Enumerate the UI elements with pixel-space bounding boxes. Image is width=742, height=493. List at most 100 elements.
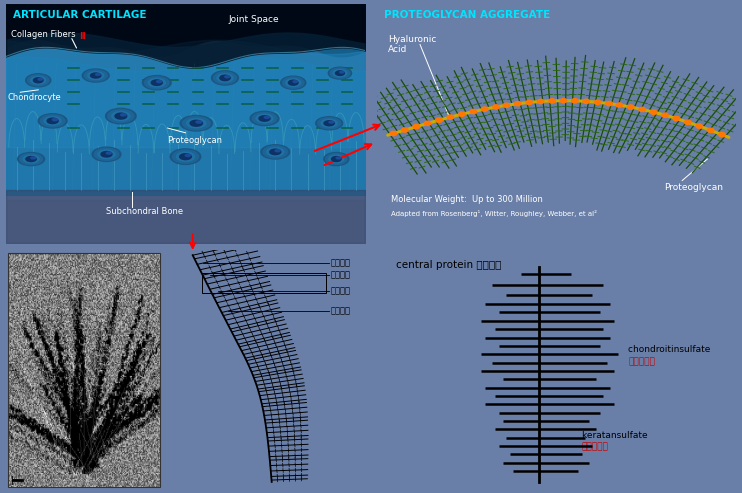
Text: II: II — [79, 32, 86, 40]
Ellipse shape — [47, 118, 58, 124]
Ellipse shape — [318, 118, 341, 129]
Text: 透明质酸: 透明质酸 — [331, 258, 351, 267]
Ellipse shape — [280, 76, 306, 89]
Ellipse shape — [270, 149, 280, 155]
Ellipse shape — [98, 150, 115, 159]
Text: Subchondral Bone: Subchondral Bone — [107, 207, 183, 216]
Ellipse shape — [340, 71, 344, 73]
Ellipse shape — [289, 80, 298, 85]
Text: 蛋白聚糖: 蛋白聚糖 — [331, 286, 351, 295]
Circle shape — [560, 99, 567, 103]
Circle shape — [571, 99, 578, 103]
Circle shape — [685, 120, 691, 124]
Circle shape — [616, 103, 623, 107]
Ellipse shape — [105, 108, 136, 124]
Circle shape — [707, 128, 714, 133]
Ellipse shape — [53, 119, 58, 121]
Ellipse shape — [256, 114, 273, 123]
Ellipse shape — [286, 79, 301, 87]
Ellipse shape — [250, 111, 279, 126]
Circle shape — [390, 131, 397, 136]
Text: central protein 中央蛋白: central protein 中央蛋白 — [396, 260, 502, 270]
Ellipse shape — [40, 115, 65, 127]
Ellipse shape — [329, 121, 334, 123]
Circle shape — [424, 121, 431, 125]
Ellipse shape — [26, 74, 50, 87]
Ellipse shape — [33, 78, 43, 83]
Ellipse shape — [112, 111, 130, 121]
Ellipse shape — [96, 73, 100, 75]
Circle shape — [605, 102, 612, 106]
Ellipse shape — [157, 80, 162, 83]
Text: |: | — [11, 476, 14, 485]
Ellipse shape — [183, 117, 210, 130]
Circle shape — [673, 116, 680, 121]
Ellipse shape — [101, 151, 112, 157]
Ellipse shape — [94, 148, 119, 160]
Ellipse shape — [180, 154, 191, 160]
Ellipse shape — [324, 152, 349, 166]
Ellipse shape — [26, 157, 36, 162]
Text: 连接蛋白: 连接蛋白 — [331, 271, 351, 280]
Ellipse shape — [252, 112, 277, 125]
Ellipse shape — [225, 76, 229, 78]
Circle shape — [503, 103, 510, 107]
Ellipse shape — [23, 155, 39, 163]
Circle shape — [537, 99, 544, 104]
Ellipse shape — [214, 72, 237, 84]
Ellipse shape — [315, 117, 343, 130]
Ellipse shape — [328, 67, 352, 79]
Ellipse shape — [145, 76, 169, 89]
Ellipse shape — [31, 157, 36, 159]
Ellipse shape — [335, 71, 344, 75]
Circle shape — [470, 109, 476, 114]
Circle shape — [401, 128, 408, 132]
Text: 硬酸角质素: 硬酸角质素 — [582, 443, 608, 452]
Circle shape — [482, 107, 488, 111]
Text: 硬酸软骨素: 硬酸软骨素 — [628, 357, 655, 366]
Ellipse shape — [332, 157, 341, 162]
Ellipse shape — [18, 152, 45, 166]
Ellipse shape — [92, 147, 121, 161]
Ellipse shape — [108, 109, 134, 123]
Circle shape — [459, 112, 465, 116]
Text: Chondrocyte: Chondrocyte — [7, 93, 62, 102]
Ellipse shape — [170, 149, 201, 164]
Ellipse shape — [259, 116, 270, 121]
Text: ARTICULAR CARTILAGE: ARTICULAR CARTILAGE — [13, 10, 147, 20]
Ellipse shape — [106, 152, 111, 154]
Ellipse shape — [329, 155, 344, 163]
Circle shape — [526, 100, 533, 105]
Ellipse shape — [120, 114, 126, 116]
Circle shape — [628, 105, 634, 109]
Circle shape — [447, 115, 453, 119]
Ellipse shape — [19, 153, 42, 165]
Text: chondroitinsulfate: chondroitinsulfate — [628, 345, 714, 354]
Circle shape — [413, 124, 419, 129]
Ellipse shape — [283, 77, 304, 88]
Ellipse shape — [275, 150, 280, 152]
Text: Collagen Fibers: Collagen Fibers — [11, 31, 76, 39]
Ellipse shape — [293, 81, 298, 83]
Ellipse shape — [263, 146, 287, 158]
Ellipse shape — [38, 78, 42, 80]
Ellipse shape — [217, 73, 233, 82]
Ellipse shape — [44, 116, 62, 125]
Circle shape — [493, 105, 499, 109]
Ellipse shape — [39, 114, 67, 128]
Circle shape — [549, 99, 555, 103]
Circle shape — [436, 118, 442, 122]
Ellipse shape — [220, 75, 230, 81]
Ellipse shape — [324, 121, 334, 126]
Ellipse shape — [333, 70, 347, 77]
Text: Proteoglycan: Proteoglycan — [168, 137, 223, 145]
Ellipse shape — [88, 71, 104, 79]
Ellipse shape — [261, 145, 289, 159]
Circle shape — [514, 102, 521, 106]
Ellipse shape — [336, 157, 341, 159]
Text: Proteoglycan: Proteoglycan — [664, 183, 723, 192]
Ellipse shape — [151, 80, 162, 85]
Text: Adapted from Rosenberg¹, Witter, Roughley, Webber, et al²: Adapted from Rosenberg¹, Witter, Roughle… — [391, 211, 597, 217]
Ellipse shape — [177, 152, 194, 161]
Text: PROTEOGLYCAN AGGREGATE: PROTEOGLYCAN AGGREGATE — [384, 10, 551, 20]
